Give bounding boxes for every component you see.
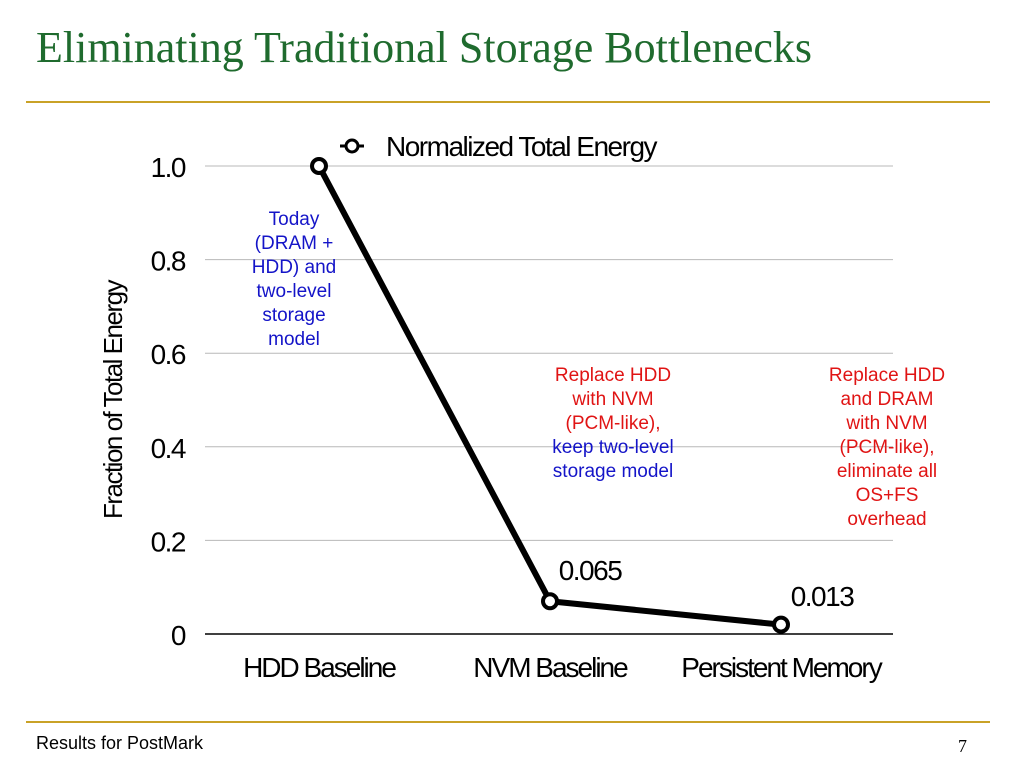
annotation-line: eliminate all — [836, 461, 938, 482]
annotation-today: Today (DRAM + HDD) and two-level storage… — [228, 208, 360, 352]
series-normalized-total-energy — [310, 157, 790, 634]
annotation-line: (PCM-like), — [839, 437, 935, 458]
x-tick-labels: HDD Baseline NVM Baseline Persistent Memor… — [243, 652, 885, 683]
annotation-line: HDD) and — [251, 257, 337, 278]
footer-text: Results for PostMark — [36, 733, 204, 753]
annotation-line: and DRAM — [840, 389, 934, 410]
annotation-line: two-level — [256, 281, 332, 302]
y-tick-label: 0.4 — [151, 433, 186, 464]
y-tick-label: 0.2 — [151, 526, 186, 557]
annotation-line: Replace HDD — [554, 365, 672, 386]
y-axis-label: Fraction of Total Energy — [98, 279, 128, 519]
data-point — [772, 615, 790, 634]
page-number: 7 — [958, 736, 967, 756]
annotation-line: with NVM — [846, 413, 928, 434]
x-tick-label: HDD Baseline — [243, 652, 396, 683]
legend: Normalized Total Energy — [340, 131, 659, 162]
data-label: 0.013 — [791, 581, 854, 612]
title-divider — [26, 101, 990, 103]
annotation-line: keep two-level — [552, 437, 674, 458]
annotation-line: Today — [268, 209, 320, 230]
annotation-line: (PCM-like), — [565, 413, 661, 434]
data-labels: 0.065 0.013 — [559, 555, 856, 612]
annotation-line: overhead — [847, 509, 927, 530]
annotation-line: model — [268, 329, 320, 350]
slide-title: Eliminating Traditional Storage Bottlene… — [36, 23, 813, 72]
legend-marker — [344, 138, 360, 154]
data-point — [310, 157, 328, 175]
x-tick-label: NVM Baseline — [473, 652, 628, 683]
footer-divider — [26, 721, 990, 723]
annotation-line: Replace HDD — [828, 365, 946, 386]
y-tick-labels: 0 0.2 0.4 0.6 0.8 1.0 — [151, 152, 188, 651]
y-tick-label: 0.6 — [151, 339, 186, 370]
annotation-nvm: Replace HDD with NVM (PCM-like), keep tw… — [516, 364, 710, 484]
y-tick-label: 1.0 — [151, 152, 186, 183]
x-tick-label: Persistent Memory — [681, 652, 882, 683]
annotation-line: (DRAM + — [254, 233, 334, 254]
data-point — [541, 592, 559, 611]
annotation-persistent-memory: Replace HDD and DRAM with NVM (PCM-like)… — [796, 364, 978, 532]
data-label: 0.065 — [559, 555, 622, 586]
y-tick-label: 0 — [171, 620, 186, 651]
annotation-line: with NVM — [572, 389, 654, 410]
legend-label: Normalized Total Energy — [386, 131, 658, 162]
annotation-line: storage model — [552, 461, 674, 482]
y-tick-label: 0.8 — [151, 246, 186, 277]
annotation-line: OS+FS — [855, 485, 919, 506]
annotation-line: storage — [262, 305, 326, 326]
